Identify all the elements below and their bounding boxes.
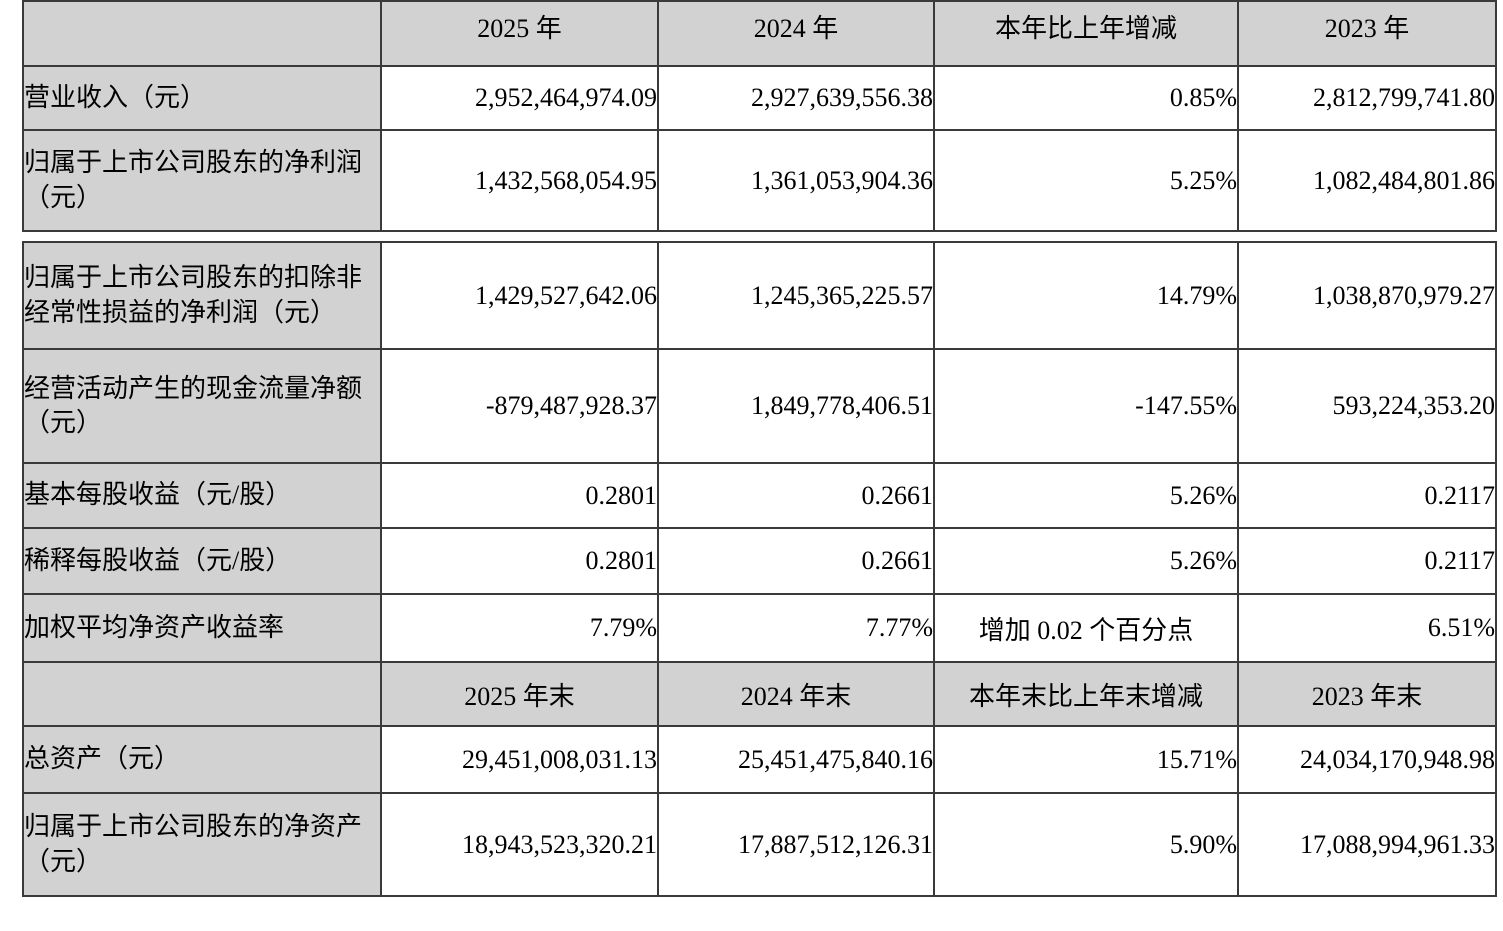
cell-2023: 0.2117 — [1237, 527, 1497, 595]
cell-change: -147.55% — [933, 348, 1239, 464]
cell-2023: 1,082,484,801.86 — [1237, 129, 1497, 232]
row-label: 营业收入（元） — [22, 65, 382, 131]
cell-2025: 18,943,523,320.21 — [380, 792, 659, 897]
header-2025-end: 2025 年末 — [380, 661, 659, 727]
header-2024: 2024 年 — [657, 0, 935, 67]
header-yoy-change: 本年比上年增减 — [933, 0, 1239, 67]
cell-change: 5.26% — [933, 527, 1239, 595]
cell-2025: 2,952,464,974.09 — [380, 65, 659, 131]
row-label: 基本每股收益（元/股） — [22, 462, 382, 529]
header-2023-end: 2023 年末 — [1237, 661, 1497, 727]
row-label: 加权平均净资产收益率 — [22, 593, 382, 663]
cell-2024: 1,361,053,904.36 — [657, 129, 935, 232]
financial-summary-table: 2025 年 2024 年 本年比上年增减 2023 年 营业收入（元） 2,9… — [22, 0, 1497, 897]
cell-2025: 0.2801 — [380, 527, 659, 595]
table-row-operating-cash-flow: 经营活动产生的现金流量净额（元） -879,487,928.37 1,849,7… — [22, 348, 1497, 464]
cell-2024: 0.2661 — [657, 527, 935, 595]
cell-2025: -879,487,928.37 — [380, 348, 659, 464]
header-2025: 2025 年 — [380, 0, 659, 67]
cell-2025: 1,432,568,054.95 — [380, 129, 659, 232]
table-row-net-assets: 归属于上市公司股东的净资产（元） 18,943,523,320.21 17,88… — [22, 792, 1497, 897]
table-row-weighted-roe: 加权平均净资产收益率 7.79% 7.77% 增加 0.02 个百分点 6.51… — [22, 593, 1497, 663]
header-2024-end: 2024 年末 — [657, 661, 935, 727]
header-eop-change: 本年末比上年末增减 — [933, 661, 1239, 727]
table-row-net-profit: 归属于上市公司股东的净利润（元） 1,432,568,054.95 1,361,… — [22, 129, 1497, 232]
row-label: 归属于上市公司股东的扣除非经常性损益的净利润（元） — [22, 241, 382, 350]
row-label: 归属于上市公司股东的净利润（元） — [22, 129, 382, 232]
cell-2023: 2,812,799,741.80 — [1237, 65, 1497, 131]
cell-change: 增加 0.02 个百分点 — [933, 593, 1239, 663]
cell-2025: 29,451,008,031.13 — [380, 725, 659, 794]
cell-2024: 7.77% — [657, 593, 935, 663]
cell-2024: 1,245,365,225.57 — [657, 241, 935, 350]
cell-2024: 1,849,778,406.51 — [657, 348, 935, 464]
cell-2023: 24,034,170,948.98 — [1237, 725, 1497, 794]
table-row-deducted-net-profit: 归属于上市公司股东的扣除非经常性损益的净利润（元） 1,429,527,642.… — [22, 241, 1497, 350]
row-label: 归属于上市公司股东的净资产（元） — [22, 792, 382, 897]
cell-change: 15.71% — [933, 725, 1239, 794]
header-2023: 2023 年 — [1237, 0, 1497, 67]
cell-2025: 0.2801 — [380, 462, 659, 529]
cell-2023: 6.51% — [1237, 593, 1497, 663]
cell-2024: 2,927,639,556.38 — [657, 65, 935, 131]
cell-2023: 0.2117 — [1237, 462, 1497, 529]
period-header-row: 2025 年 2024 年 本年比上年增减 2023 年 — [22, 0, 1497, 67]
cell-2023: 1,038,870,979.27 — [1237, 241, 1497, 350]
cell-change: 14.79% — [933, 241, 1239, 350]
cell-2023: 593,224,353.20 — [1237, 348, 1497, 464]
row-label: 总资产（元） — [22, 725, 382, 794]
table-row-total-assets: 总资产（元） 29,451,008,031.13 25,451,475,840.… — [22, 725, 1497, 794]
cell-2024: 25,451,475,840.16 — [657, 725, 935, 794]
row-label: 经营活动产生的现金流量净额（元） — [22, 348, 382, 464]
cell-change: 0.85% — [933, 65, 1239, 131]
cell-2025: 7.79% — [380, 593, 659, 663]
table-row-basic-eps: 基本每股收益（元/股） 0.2801 0.2661 5.26% 0.2117 — [22, 462, 1497, 529]
cell-change: 5.90% — [933, 792, 1239, 897]
cell-change: 5.26% — [933, 462, 1239, 529]
eop-header-row: 2025 年末 2024 年末 本年末比上年末增减 2023 年末 — [22, 661, 1497, 727]
row-label: 稀释每股收益（元/股） — [22, 527, 382, 595]
cell-2023: 17,088,994,961.33 — [1237, 792, 1497, 897]
corner-cell — [22, 661, 382, 727]
cell-2024: 17,887,512,126.31 — [657, 792, 935, 897]
corner-cell — [22, 0, 382, 67]
cell-2025: 1,429,527,642.06 — [380, 241, 659, 350]
page-break-gap — [23, 230, 1496, 242]
cell-2024: 0.2661 — [657, 462, 935, 529]
table-row-diluted-eps: 稀释每股收益（元/股） 0.2801 0.2661 5.26% 0.2117 — [22, 527, 1497, 595]
cell-change: 5.25% — [933, 129, 1239, 232]
table-row-revenue: 营业收入（元） 2,952,464,974.09 2,927,639,556.3… — [22, 65, 1497, 131]
